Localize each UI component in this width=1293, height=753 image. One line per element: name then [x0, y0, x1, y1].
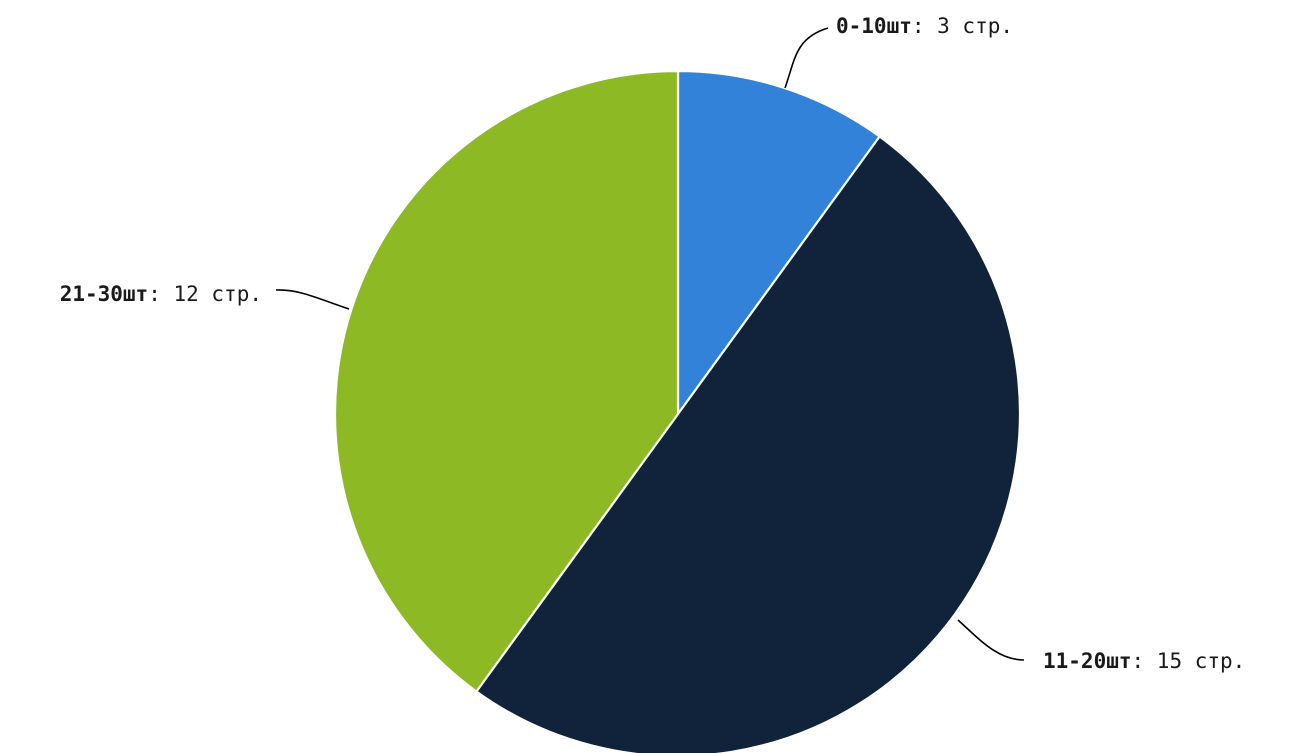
- pie-slices: [333, 69, 1022, 753]
- slice-label-21-30шт: 21-30шт: 12 стр.: [60, 282, 262, 306]
- leader-line-21-30шт: [275, 289, 350, 310]
- pie-slice-21-30шт[interactable]: [333, 69, 680, 693]
- slice-label-11-20шт: 11-20шт: 15 стр.: [1043, 649, 1245, 673]
- slice-label-value: : 12 стр.: [148, 282, 262, 306]
- leader-line-0-10шт: [784, 27, 829, 89]
- pie-slice-11-20шт[interactable]: [475, 135, 1022, 753]
- leader-line-11-20шт: [957, 619, 1025, 661]
- slice-label-name: 0-10шт: [836, 14, 912, 38]
- pie-slice-0-10шт[interactable]: [676, 69, 881, 416]
- pie-labels: 0-10шт: 3 стр.11-20шт: 15 стр.21-30шт: 1…: [60, 14, 1246, 673]
- slice-label-value: : 15 стр.: [1132, 649, 1246, 673]
- slice-label-0-10шт: 0-10шт: 3 стр.: [836, 14, 1013, 38]
- slice-label-name: 21-30шт: [60, 282, 149, 306]
- slice-label-value: : 3 стр.: [912, 14, 1013, 38]
- slice-label-name: 11-20шт: [1043, 649, 1132, 673]
